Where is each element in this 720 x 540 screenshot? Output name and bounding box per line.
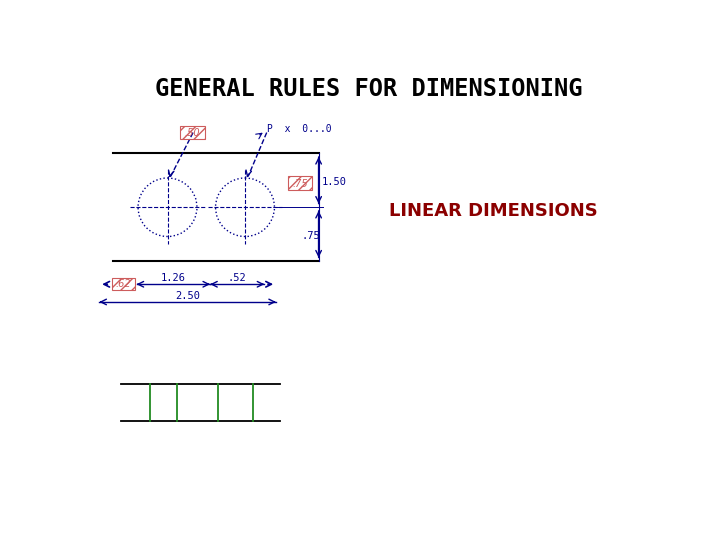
- Bar: [180, 126, 204, 139]
- Text: LINEAR DIMENSIONS: LINEAR DIMENSIONS: [389, 202, 598, 220]
- Text: .52: .52: [228, 273, 247, 283]
- Text: 2.50: 2.50: [175, 291, 200, 301]
- Text: 1.26: 1.26: [161, 273, 186, 283]
- Text: .50: .50: [184, 129, 200, 138]
- Text: .62: .62: [115, 279, 131, 289]
- Text: P  x  0...0: P x 0...0: [267, 124, 332, 134]
- Bar: [289, 177, 312, 190]
- Text: GENERAL RULES FOR DIMENSIONING: GENERAL RULES FOR DIMENSIONING: [156, 77, 582, 102]
- Text: .75: .75: [292, 179, 308, 189]
- Text: .75: .75: [302, 231, 320, 241]
- Bar: [112, 278, 135, 291]
- Text: 1.50: 1.50: [322, 177, 347, 187]
